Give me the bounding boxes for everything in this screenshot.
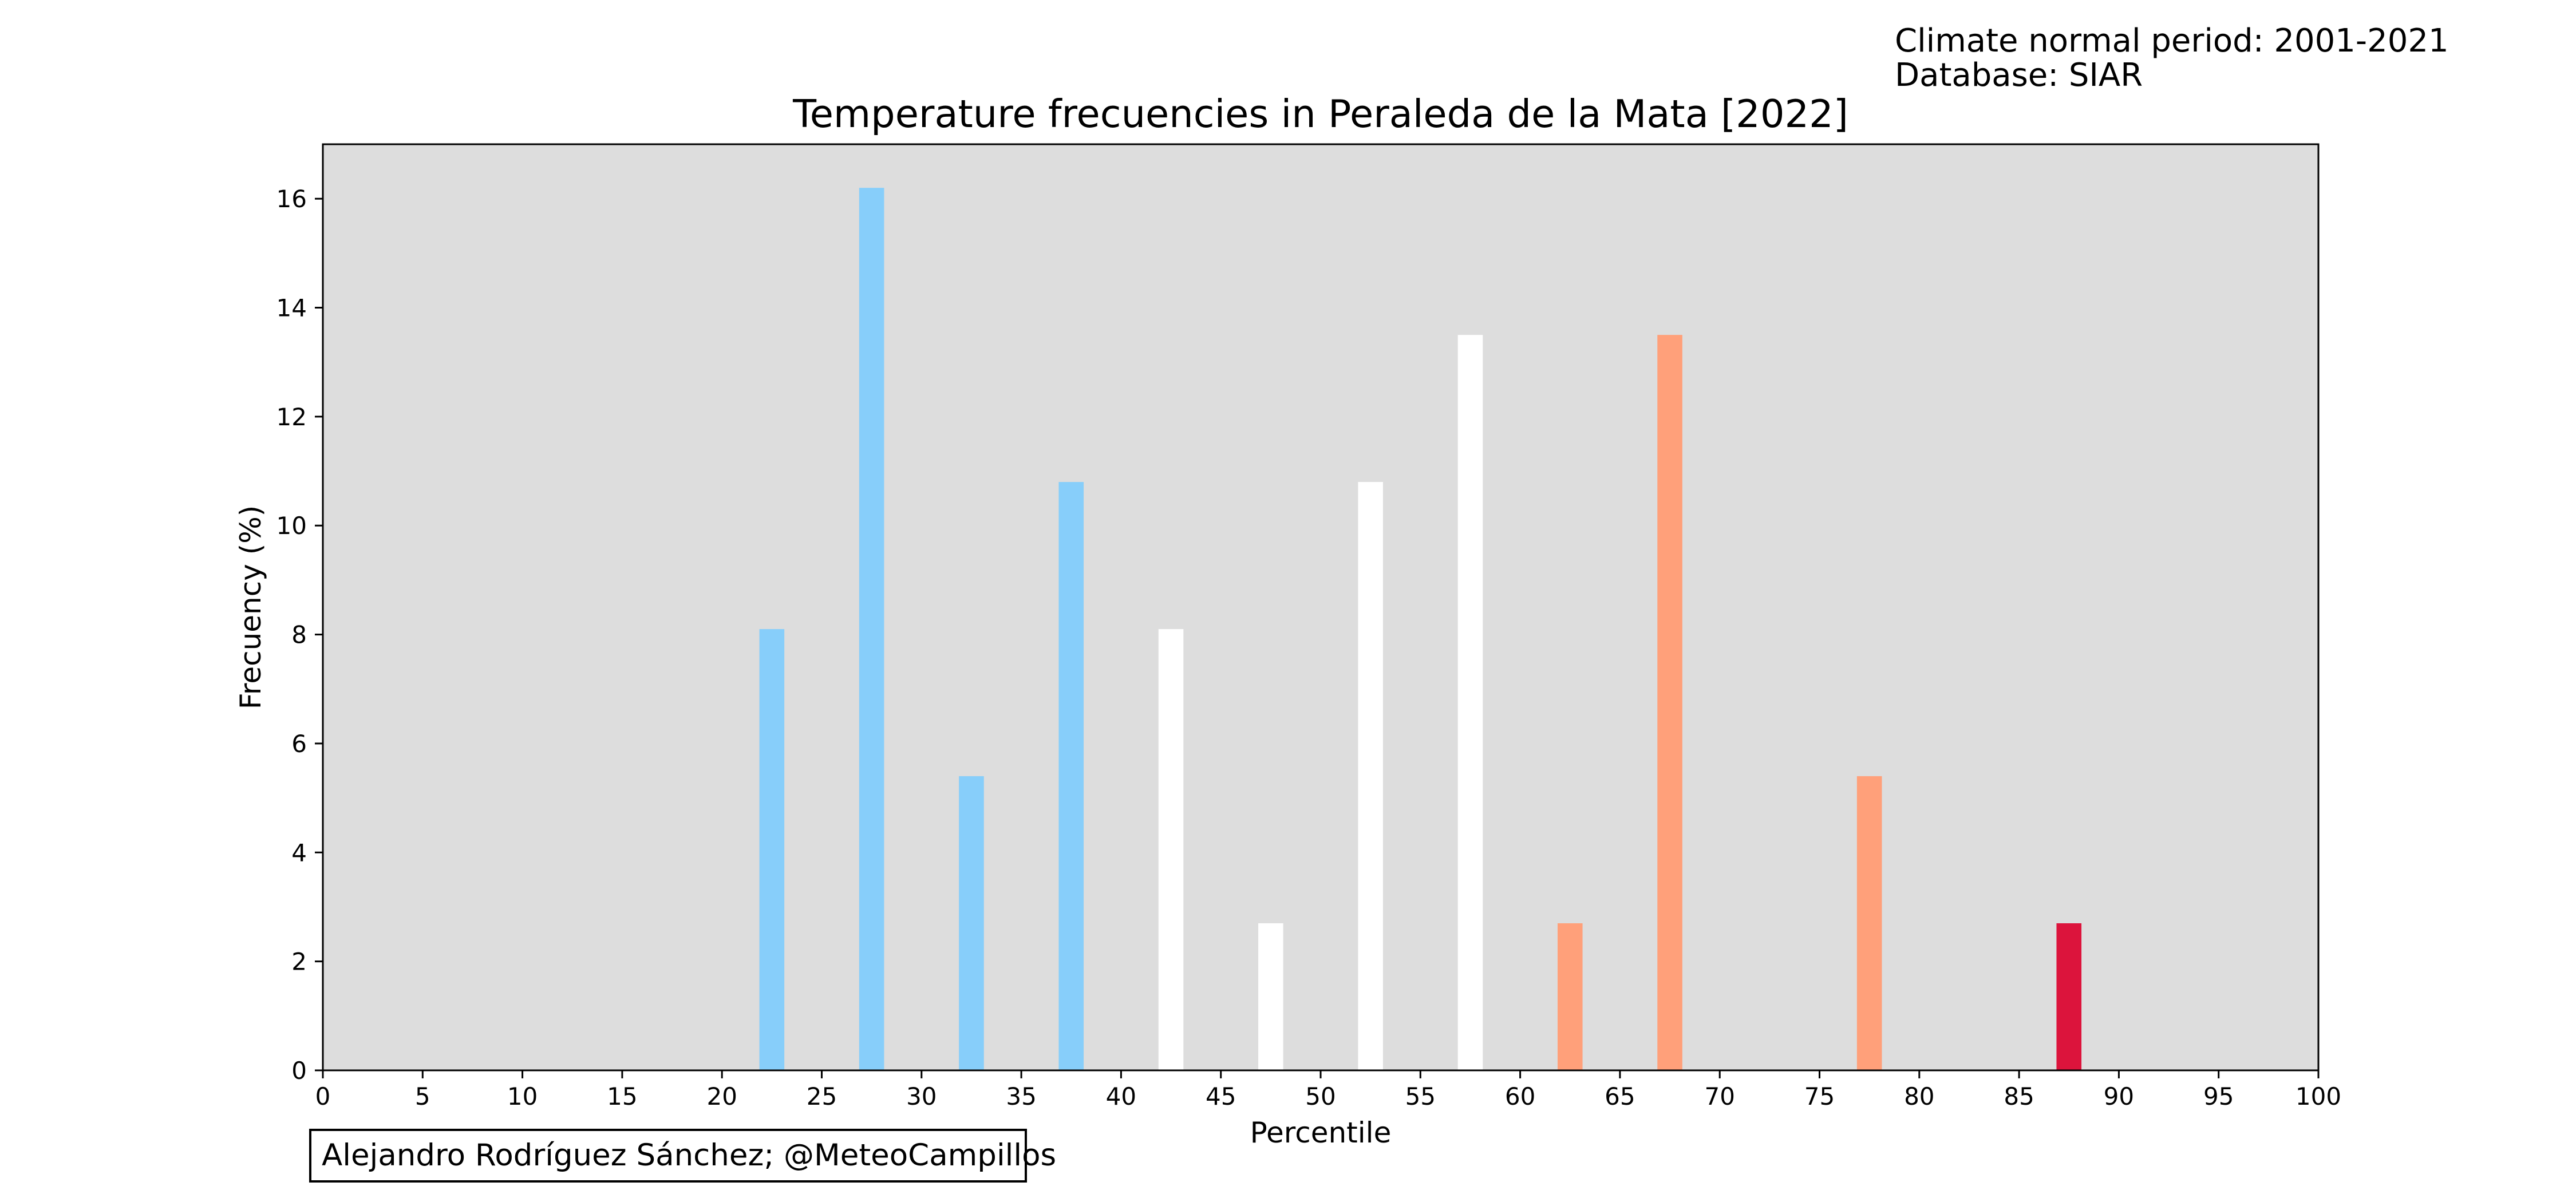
x-tick-label: 80 [1904, 1082, 1934, 1110]
x-tick-label: 60 [1505, 1082, 1535, 1110]
y-tick-label: 2 [291, 948, 307, 976]
x-axis-label: Percentile [1250, 1116, 1392, 1149]
y-tick-label: 4 [291, 839, 307, 867]
y-axis-ticks: 0 2 4 6 8 10 12 14 16 [276, 185, 323, 1085]
x-tick-label: 45 [1206, 1082, 1236, 1110]
plot-area [323, 144, 2318, 1070]
x-tick-label: 40 [1106, 1082, 1136, 1110]
bar-37.5 [1058, 482, 1084, 1070]
bar-27.5 [859, 188, 884, 1071]
bar-32.5 [959, 776, 984, 1070]
credit-box [309, 1129, 1027, 1183]
y-tick-label: 16 [276, 185, 307, 213]
x-tick-label: 35 [1006, 1082, 1036, 1110]
y-tick-label: 12 [276, 403, 307, 431]
x-tick-label: 50 [1305, 1082, 1336, 1110]
credit-text: Alejandro Rodríguez Sánchez; @MeteoCampi… [322, 1138, 1056, 1173]
bar-52.5 [1358, 482, 1383, 1070]
x-tick-label: 75 [1804, 1082, 1835, 1110]
x-tick-label: 70 [1704, 1082, 1735, 1110]
x-tick-label: 95 [2203, 1082, 2234, 1110]
y-tick-label: 6 [291, 730, 307, 758]
y-tick-label: 10 [276, 512, 307, 540]
bar-67.5 [1657, 335, 1682, 1070]
x-tick-label: 55 [1405, 1082, 1436, 1110]
y-tick-label: 8 [291, 621, 307, 649]
x-tick-label: 5 [415, 1082, 430, 1110]
bar-42.5 [1158, 629, 1184, 1070]
bar-47.5 [1258, 923, 1283, 1070]
bar-87.5 [2056, 923, 2082, 1070]
x-tick-label: 15 [607, 1082, 637, 1110]
bar-77.5 [1856, 776, 1882, 1070]
climate-normal-period-text: Climate normal period: 2001-2021 [1895, 22, 2449, 60]
database-text: Database: SIAR [1895, 57, 2143, 94]
y-axis-label: Frecuency (%) [234, 505, 267, 709]
x-tick-label: 65 [1605, 1082, 1635, 1110]
x-tick-label: 85 [2004, 1082, 2034, 1110]
bar-62.5 [1557, 923, 1583, 1070]
bar-22.5 [759, 629, 785, 1070]
x-axis-ticks: 0 5 10 15 20 25 30 35 40 45 50 55 60 65 70 75 80 85 90 95 10… [315, 1070, 2341, 1110]
bar-57.5 [1457, 335, 1483, 1070]
x-tick-label: 25 [807, 1082, 837, 1110]
x-tick-label: 90 [2104, 1082, 2134, 1110]
x-tick-label: 10 [507, 1082, 538, 1110]
x-tick-label: 0 [315, 1082, 331, 1110]
x-tick-label: 30 [906, 1082, 937, 1110]
x-tick-label: 20 [706, 1082, 737, 1110]
chart-title: Temperature frecuencies in Peraleda de l… [792, 92, 1848, 136]
bars [759, 188, 2082, 1071]
y-tick-label: 14 [276, 294, 307, 322]
x-tick-label: 100 [2296, 1082, 2341, 1110]
y-tick-label: 0 [291, 1057, 307, 1085]
